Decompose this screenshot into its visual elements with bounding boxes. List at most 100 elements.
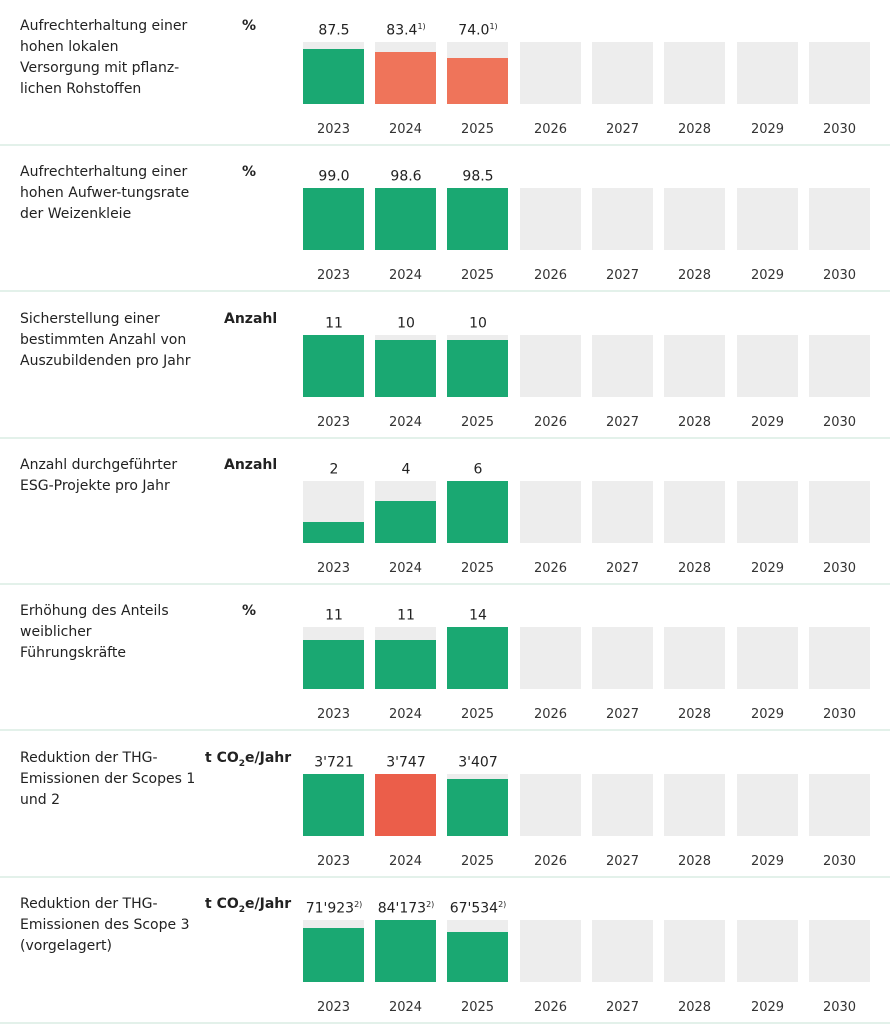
kpi-row: Reduktion der THG-Emissionen der Scopes … — [0, 732, 890, 878]
year-label: 2027 — [605, 268, 640, 284]
year-label: 2024 — [388, 999, 423, 1015]
bar-track — [375, 627, 436, 690]
year-label: 2024 — [388, 414, 423, 430]
value-label: 83.41) — [386, 22, 426, 39]
kpi-label: Aufrechterhaltung einer hohen Aufwer-tun… — [20, 164, 190, 223]
year-label: 2026 — [533, 853, 568, 869]
bar-track — [447, 627, 508, 690]
bar-fill — [375, 640, 436, 690]
bar-track — [809, 919, 870, 982]
bar-track — [520, 919, 581, 982]
year-label: 2025 — [460, 122, 495, 137]
bar-fill — [303, 640, 364, 690]
year-label: 2026 — [533, 268, 568, 284]
value-label: 4 — [401, 461, 411, 478]
year-label: 2027 — [605, 853, 640, 869]
bar-fill — [303, 773, 364, 836]
kpi-row: Aufrechterhaltung einer hohen lokalen Ve… — [0, 0, 890, 146]
year-label: 2030 — [822, 122, 857, 137]
bar-track — [664, 334, 725, 397]
kpi-unit: % — [242, 18, 257, 34]
bar-track — [809, 42, 870, 104]
value-label: 10 — [397, 315, 415, 332]
bar-track — [592, 627, 653, 690]
value-label: 3'407 — [458, 754, 498, 771]
bar-fill — [303, 48, 364, 104]
bar-fill — [375, 773, 436, 836]
kpi-row: Sicherstellung einer bestimmten Anzahl v… — [0, 293, 890, 439]
row-divider — [0, 290, 890, 293]
bar-fill — [303, 928, 364, 982]
year-label: 2027 — [605, 999, 640, 1015]
bar-track — [447, 334, 508, 397]
value-label: 11 — [325, 607, 343, 624]
bar-track — [303, 773, 364, 836]
bar-track — [520, 188, 581, 251]
kpi-row: Aufrechterhaltung einer hohen Aufwer-tun… — [0, 146, 890, 293]
bar-track — [447, 188, 508, 251]
year-label: 2029 — [750, 707, 785, 723]
year-label: 2025 — [460, 414, 495, 430]
kpi-label: Aufrechterhaltung einer hohen lokalen Ve… — [20, 18, 188, 97]
bar-track — [303, 188, 364, 251]
year-label: 2027 — [605, 560, 640, 576]
bar-track — [592, 188, 653, 251]
bar-fill — [447, 58, 508, 104]
row-divider — [0, 582, 890, 585]
bar-track — [375, 480, 436, 543]
kpi-label: Erhöhung des Anteils weiblicher Führungs… — [20, 603, 169, 662]
year-label: 2027 — [605, 122, 640, 137]
bar-track — [447, 480, 508, 543]
bar-track — [520, 42, 581, 104]
bar-track — [303, 627, 364, 690]
bar-fill — [375, 919, 436, 982]
bar-track — [447, 919, 508, 982]
year-label: 2027 — [605, 414, 640, 430]
bar-track — [592, 773, 653, 836]
bar-track — [809, 627, 870, 690]
year-label: 2028 — [677, 853, 712, 869]
bar-track — [520, 773, 581, 836]
year-label: 2023 — [316, 268, 351, 284]
value-label: 84'1732) — [377, 899, 435, 917]
bar-track — [303, 334, 364, 397]
value-label: 3'721 — [314, 754, 354, 771]
bar-track — [592, 919, 653, 982]
bar-track — [447, 42, 508, 104]
bar-track — [303, 480, 364, 543]
year-label: 2030 — [822, 999, 857, 1015]
bar-track — [809, 773, 870, 836]
bar-fill — [447, 340, 508, 397]
year-label: 2023 — [316, 999, 351, 1015]
bar-track — [737, 188, 798, 251]
bar-track — [592, 334, 653, 397]
year-label: 2023 — [316, 560, 351, 576]
bar-fill — [303, 522, 364, 543]
bar-track — [664, 919, 725, 982]
bar-track — [809, 480, 870, 543]
year-label: 2023 — [316, 853, 351, 869]
kpi-label: Reduktion der THG-Emissionen des Scope 3… — [20, 895, 190, 954]
year-label: 2030 — [822, 853, 857, 869]
bar-fill — [375, 188, 436, 251]
bar-track — [447, 773, 508, 836]
kpi-label: Reduktion der THG-Emissionen der Scopes … — [20, 749, 196, 808]
value-label: 3'747 — [386, 754, 426, 771]
kpi-row: Anzahl durchgeführter ESG-Projekte pro J… — [0, 439, 890, 585]
year-label: 2024 — [388, 707, 423, 723]
value-label: 14 — [469, 607, 487, 624]
year-label: 2028 — [677, 122, 712, 137]
bar-track — [664, 42, 725, 104]
bar-fill — [447, 188, 508, 251]
kpi-unit: t CO2e/Jahr — [205, 895, 292, 915]
value-label: 11 — [397, 607, 415, 624]
year-label: 2030 — [822, 268, 857, 284]
bar-fill — [375, 340, 436, 397]
bar-track — [592, 42, 653, 104]
kpi-row: Erhöhung des Anteils weiblicher Führungs… — [0, 585, 890, 732]
year-label: 2027 — [605, 707, 640, 723]
bar-track — [737, 627, 798, 690]
year-label: 2028 — [677, 414, 712, 430]
kpi-label: Sicherstellung einer bestimmten Anzahl v… — [20, 310, 191, 369]
bar-fill — [447, 627, 508, 690]
